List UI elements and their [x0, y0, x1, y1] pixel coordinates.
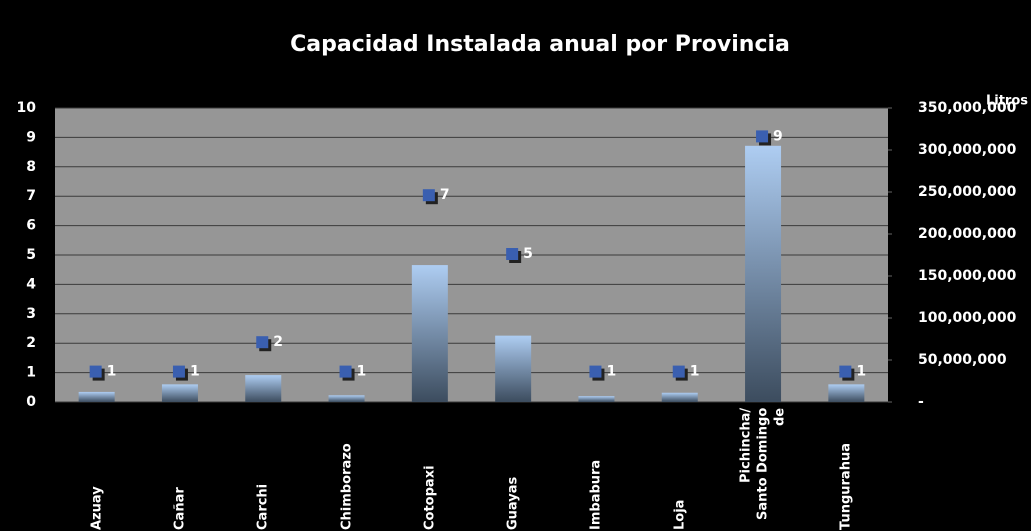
x-tick-label: Cañar	[172, 487, 188, 530]
bar	[661, 392, 698, 402]
y-tick-label: 5	[26, 247, 36, 263]
data-label: 7	[440, 187, 450, 203]
y-tick-label: 3	[26, 306, 36, 322]
data-label: 2	[273, 334, 283, 350]
y2-tick-label: 100,000,000	[918, 310, 1017, 326]
marker	[839, 365, 852, 378]
y2-tick-label: 50,000,000	[918, 352, 1007, 368]
bar	[578, 396, 615, 402]
x-tick-label: Azuay	[89, 486, 105, 530]
x-tick-label: Imbabura	[588, 459, 604, 530]
marker	[339, 365, 352, 378]
bar	[328, 395, 365, 402]
data-label: 1	[856, 364, 866, 380]
y2-axis-label: Litros	[986, 94, 1028, 109]
marker	[172, 365, 185, 378]
data-label: 1	[190, 364, 200, 380]
x-tick-label: Cotopaxi	[422, 465, 438, 530]
x-tick-label: Chimborazo	[339, 443, 355, 530]
data-label: 5	[523, 246, 533, 262]
y-tick-label: 1	[26, 365, 36, 381]
marker	[589, 365, 602, 378]
y2-tick-label: 250,000,000	[918, 184, 1017, 200]
x-tick-label: Pichincha/ Santo Domingo de	[738, 408, 788, 521]
marker	[89, 365, 102, 378]
y2-tick-label: 350,000,000	[918, 100, 1017, 116]
x-tick-label: Carchi	[255, 483, 271, 530]
bar	[745, 145, 782, 403]
y-tick-label: 6	[26, 218, 36, 234]
x-tick-label: Loja	[672, 499, 688, 530]
data-label: 9	[773, 128, 783, 144]
marker	[256, 336, 269, 349]
y-tick-label: 2	[26, 335, 36, 351]
x-tick-label: Guayas	[505, 476, 521, 530]
y2-tick-label: 300,000,000	[918, 142, 1017, 158]
bar	[495, 335, 532, 402]
y-tick-label: 4	[26, 276, 36, 292]
marker	[422, 189, 435, 202]
marker	[672, 365, 685, 378]
bar	[828, 384, 865, 402]
bar	[411, 265, 448, 402]
y2-tick-label: 200,000,000	[918, 226, 1017, 242]
x-tick-label: Tungurahua	[838, 443, 854, 530]
marker	[506, 248, 519, 260]
chart-title: Capacidad Instalada anual por Provincia	[290, 32, 790, 57]
data-label: 1	[606, 364, 616, 380]
bar	[78, 391, 115, 402]
y-tick-label: 9	[26, 129, 36, 145]
bar	[161, 384, 198, 402]
marker	[756, 130, 769, 143]
y-tick-label: 10	[17, 100, 37, 116]
y2-tick-label: -	[918, 394, 924, 410]
data-label: 1	[107, 364, 117, 380]
y-tick-label: 7	[26, 188, 36, 204]
data-label: 1	[690, 364, 700, 380]
bar	[245, 375, 282, 402]
y2-tick-label: 150,000,000	[918, 268, 1017, 284]
data-label: 1	[357, 364, 367, 380]
y-tick-label: 0	[26, 394, 36, 410]
y-tick-label: 8	[26, 159, 36, 175]
